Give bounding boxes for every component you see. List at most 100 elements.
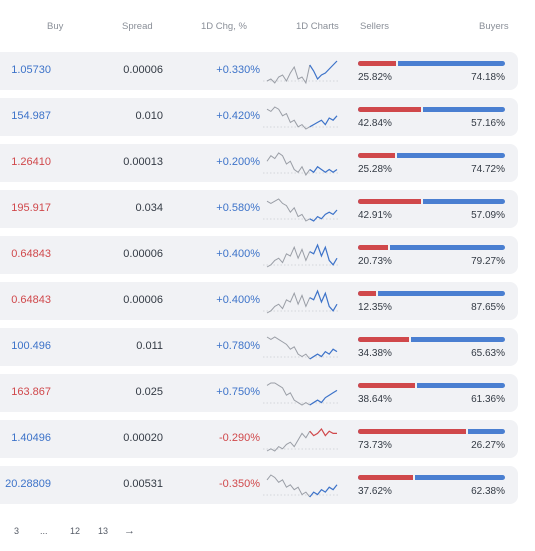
sentiment-bar: 38.64% 61.36% [358, 379, 505, 409]
page-link-13[interactable]: 13 [98, 526, 109, 536]
sellers-fill [358, 291, 377, 296]
sellers-fill [358, 429, 467, 434]
sellers-percent: 25.28% [358, 164, 392, 175]
sentiment-track [358, 107, 505, 112]
sparkline-history-line [266, 245, 311, 268]
page-link-3[interactable]: 3 [14, 526, 20, 536]
table-row[interactable]: 1.26410 0.00013 +0.200% 25.28% 74.72% [0, 144, 518, 182]
spread-value: 0.00006 [123, 248, 163, 260]
sparkline-recent-line [309, 484, 338, 498]
sellers-fill [358, 107, 421, 112]
sparkline-chart [263, 382, 339, 406]
change-percent: +0.420% [216, 110, 260, 122]
buyers-percent: 26.27% [471, 440, 505, 451]
sparkline-chart [263, 289, 339, 314]
sellers-percent: 38.64% [358, 394, 392, 405]
header-spread[interactable]: Spread [122, 21, 153, 32]
sparkline-history-line [266, 474, 311, 498]
next-page-arrow-icon[interactable]: → [124, 525, 135, 537]
sparkline-chart [263, 474, 339, 498]
buyers-percent: 61.36% [471, 394, 505, 405]
sentiment-track [358, 291, 505, 296]
sellers-fill [358, 475, 414, 480]
table-row[interactable]: 0.64843 0.00006 +0.400% 12.35% 87.65% [0, 282, 518, 320]
sentiment-divider [395, 153, 398, 158]
sparkline-history-line [266, 152, 311, 176]
sparkline-recent-line [309, 243, 338, 266]
spread-value: 0.00006 [123, 294, 163, 306]
sellers-percent: 42.84% [358, 118, 392, 129]
buy-price: 100.496 [11, 340, 51, 352]
header-buy[interactable]: Buy [47, 21, 64, 32]
sentiment-track [358, 429, 505, 434]
sparkline-recent-line [309, 209, 338, 222]
sparkline-history-line [266, 382, 311, 406]
sparkline-recent-line [309, 289, 338, 312]
sellers-fill [358, 153, 396, 158]
sentiment-track [358, 199, 505, 204]
sellers-fill [358, 61, 396, 66]
sparkline-chart [263, 336, 339, 360]
table-header: Buy Spread 1D Chg, % 1D Charts Sellers B… [0, 0, 535, 52]
spread-value: 0.00013 [123, 156, 163, 168]
spread-value: 0.034 [135, 202, 163, 214]
change-percent: -0.350% [219, 478, 260, 490]
buy-price: 0.64843 [11, 248, 51, 260]
change-percent: +0.780% [216, 340, 260, 352]
buy-price: 20.28809 [5, 478, 51, 490]
sentiment-divider [388, 245, 391, 250]
sparkline-chart [263, 60, 339, 85]
table-row[interactable]: 195.917 0.034 +0.580% 42.91% 57.09% [0, 190, 518, 228]
buy-price: 163.867 [11, 386, 51, 398]
sentiment-track [358, 61, 505, 66]
sellers-percent: 20.73% [358, 256, 392, 267]
header-change[interactable]: 1D Chg, % [201, 21, 247, 32]
table-row[interactable]: 154.987 0.010 +0.420% 42.84% 57.16% [0, 98, 518, 136]
sentiment-divider [395, 61, 398, 66]
table-row[interactable]: 20.28809 0.00531 -0.350% 37.62% 62.38% [0, 466, 518, 504]
buy-price: 195.917 [11, 202, 51, 214]
table-row[interactable]: 1.05730 0.00006 +0.330% 25.82% 74.18% [0, 52, 518, 90]
sentiment-bar: 42.84% 57.16% [358, 103, 505, 133]
sellers-fill [358, 199, 422, 204]
change-percent: +0.200% [216, 156, 260, 168]
sentiment-track [358, 245, 505, 250]
header-buyers: Buyers [479, 21, 509, 32]
sentiment-bar: 34.38% 65.63% [358, 333, 505, 363]
sentiment-bar: 25.82% 74.18% [358, 57, 505, 87]
sparkline-recent-line [309, 115, 338, 128]
buy-price: 1.40496 [11, 432, 51, 444]
buyers-percent: 65.63% [471, 348, 505, 359]
sellers-percent: 37.62% [358, 486, 392, 497]
spread-value: 0.025 [135, 386, 163, 398]
sellers-fill [358, 245, 389, 250]
buy-price: 154.987 [11, 110, 51, 122]
table-row[interactable]: 100.496 0.011 +0.780% 34.38% 65.63% [0, 328, 518, 366]
page-link-12[interactable]: 12 [70, 526, 81, 536]
sparkline-chart [263, 152, 339, 176]
spread-value: 0.00020 [123, 432, 163, 444]
sparkline-history-line [266, 336, 311, 360]
buyers-percent: 79.27% [471, 256, 505, 267]
sparkline-history-line [266, 64, 311, 85]
sparkline-chart [263, 243, 339, 268]
sparkline-history-line [266, 430, 311, 452]
change-percent: +0.330% [216, 64, 260, 76]
table-row[interactable]: 0.64843 0.00006 +0.400% 20.73% 79.27% [0, 236, 518, 274]
change-percent: -0.290% [219, 432, 260, 444]
sentiment-track [358, 475, 505, 480]
buyers-percent: 57.16% [471, 118, 505, 129]
sellers-fill [358, 383, 415, 388]
sparkline-chart [263, 427, 339, 452]
change-percent: +0.750% [216, 386, 260, 398]
sentiment-bar: 12.35% 87.65% [358, 287, 505, 317]
spread-value: 0.00531 [123, 478, 163, 490]
buyers-percent: 57.09% [471, 210, 505, 221]
sparkline-recent-line [309, 165, 338, 174]
change-percent: +0.580% [216, 202, 260, 214]
table-row[interactable]: 163.867 0.025 +0.750% 38.64% 61.36% [0, 374, 518, 412]
table-row[interactable]: 1.40496 0.00020 -0.290% 73.73% 26.27% [0, 420, 518, 458]
sentiment-bar: 20.73% 79.27% [358, 241, 505, 271]
sentiment-divider [421, 199, 424, 204]
buy-price: 1.26410 [11, 156, 51, 168]
